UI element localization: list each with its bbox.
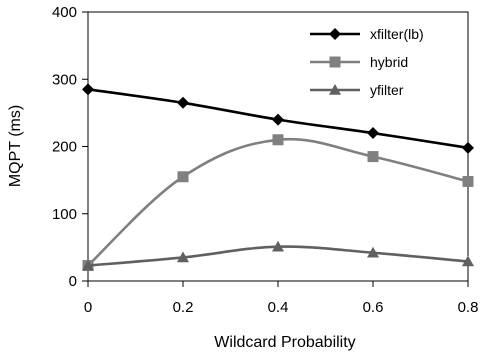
data-point xyxy=(82,83,94,96)
y-tick-label: 200 xyxy=(52,139,77,156)
data-point xyxy=(367,246,379,258)
legend-marker xyxy=(329,84,341,95)
x-tick-label: 0.6 xyxy=(363,299,384,316)
series-layer xyxy=(82,83,474,272)
y-axis-title: MQPT (ms) xyxy=(7,105,24,187)
x-tick-label: 0.8 xyxy=(458,299,479,316)
x-tick-label: 0 xyxy=(84,299,92,316)
data-point xyxy=(462,175,474,187)
legend-marker xyxy=(329,28,341,40)
y-tick-label: 100 xyxy=(52,206,77,223)
legend-item: hybrid xyxy=(310,54,408,70)
data-point xyxy=(177,251,189,263)
x-axis-title: Wildcard Probability xyxy=(214,334,355,351)
data-point xyxy=(272,113,284,126)
y-tick-label: 400 xyxy=(52,4,77,21)
x-tick-label: 0.4 xyxy=(268,299,289,316)
x-tick-label: 0.2 xyxy=(173,299,194,316)
legend-item: yfilter xyxy=(310,82,404,98)
legend-marker xyxy=(329,56,341,68)
series-2 xyxy=(82,240,474,271)
data-point xyxy=(82,259,94,271)
data-point xyxy=(177,96,189,109)
data-point xyxy=(272,240,284,252)
axes xyxy=(82,11,469,287)
series-0 xyxy=(82,83,474,154)
data-point xyxy=(177,171,189,183)
y-tick-labels: 0 100 200 300 400 xyxy=(52,4,77,290)
data-point xyxy=(462,141,474,154)
y-tick-label: 0 xyxy=(69,273,77,290)
data-point xyxy=(367,127,379,140)
data-point xyxy=(272,134,284,146)
data-point xyxy=(367,151,379,163)
plot-border xyxy=(87,11,469,282)
legend-label: hybrid xyxy=(370,54,408,70)
legend-label: yfilter xyxy=(370,82,404,98)
data-point xyxy=(462,255,474,267)
legend-label: xfilter(lb) xyxy=(370,26,424,42)
plot-area xyxy=(87,11,469,282)
x-tick-labels: 0 0.2 0.4 0.6 0.8 xyxy=(84,299,479,316)
legend: xfilter(lb) hybrid yfilter xyxy=(310,26,424,98)
legend-item: xfilter(lb) xyxy=(310,26,424,42)
y-tick-label: 300 xyxy=(52,71,77,88)
